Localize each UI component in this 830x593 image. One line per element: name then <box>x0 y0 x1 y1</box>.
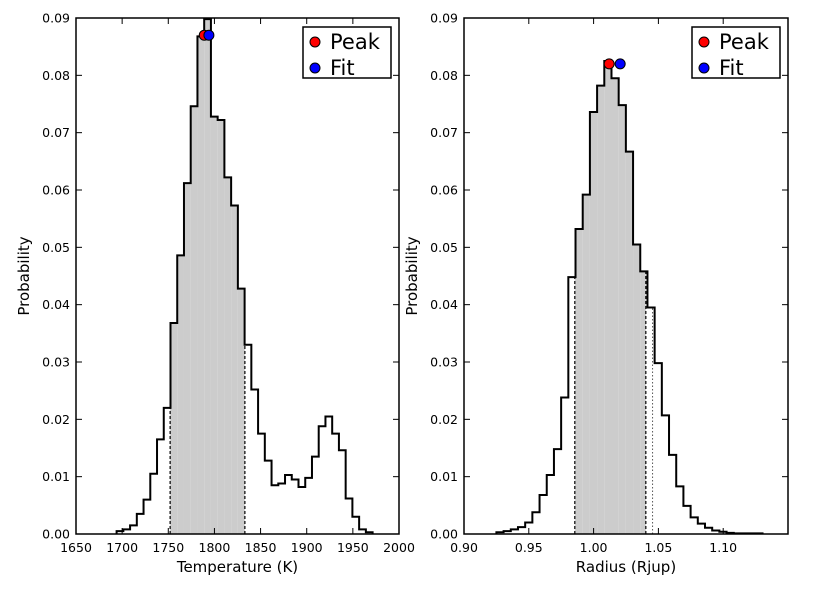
y-tick-label: 0.02 <box>42 412 70 427</box>
shaded-bar <box>190 106 198 534</box>
shaded-bar <box>574 277 576 534</box>
y-tick-label: 0.08 <box>430 68 458 83</box>
y-tick-label: 0.07 <box>430 125 458 140</box>
shaded-bar <box>183 183 191 534</box>
y-tick-label: 0.06 <box>42 183 70 198</box>
x-tick-label: 1950 <box>337 540 369 555</box>
shaded-bar <box>177 255 184 535</box>
y-tick-label: 0.00 <box>430 527 458 542</box>
temperature-panel: 0.00 0.01 0.02 0.03 0.04 0.05 0.06 0.07 0.08 0.09… <box>15 11 415 577</box>
fit-marker <box>203 29 215 41</box>
x-tick-label: 1.00 <box>580 540 608 555</box>
shaded-bar <box>589 112 598 534</box>
x-tick-label: 1700 <box>106 540 138 555</box>
x-axis-label: Temperature (K) <box>176 558 298 576</box>
y-tick-label: 0.08 <box>42 68 70 83</box>
x-tick-label: 0.90 <box>450 540 478 555</box>
y-tick-label: 0.05 <box>430 240 458 255</box>
shaded-bar <box>618 105 626 534</box>
peak-marker <box>603 58 615 70</box>
y-tick-label: 0.09 <box>42 11 70 26</box>
x-tick-label: 1.05 <box>644 540 672 555</box>
legend-fit-label: Fit <box>330 56 355 80</box>
y-tick-label: 0.05 <box>42 240 70 255</box>
x-tick-label: 1.10 <box>709 540 737 555</box>
shaded-bar <box>625 151 634 534</box>
legend-fit-label: Fit <box>719 56 744 80</box>
y-tick-label: 0.09 <box>430 11 458 26</box>
legend-peak-label: Peak <box>719 30 770 54</box>
legend-peak-label: Peak <box>330 30 381 54</box>
x-tick-label: 1650 <box>60 540 92 555</box>
y-tick-label: 0.02 <box>430 412 458 427</box>
shaded-bar <box>604 61 612 534</box>
axes-frame <box>75 17 400 535</box>
histogram-outline <box>495 60 764 535</box>
x-tick-label: 1850 <box>245 540 277 555</box>
y-axis-label: Probability <box>15 236 33 315</box>
fit-marker <box>614 58 626 70</box>
y-tick-label: 0.01 <box>430 469 458 484</box>
histogram-outline <box>115 18 374 534</box>
shaded-bar <box>210 116 218 534</box>
y-tick-label: 0.04 <box>42 297 70 312</box>
y-tick-label: 0.03 <box>430 355 458 370</box>
legend-box <box>691 26 781 79</box>
shaded-bar <box>224 177 232 535</box>
shaded-bar <box>217 120 225 534</box>
shaded-bar <box>237 288 245 534</box>
shaded-bar <box>633 244 641 534</box>
y-tick-label: 0.03 <box>42 355 70 370</box>
y-tick-label: 0.04 <box>430 297 458 312</box>
shaded-bar <box>575 228 583 534</box>
x-axis-label: Radius (Rjup) <box>576 558 676 576</box>
shaded-bar <box>197 36 205 534</box>
x-tick-label: 1800 <box>199 540 231 555</box>
shaded-bar <box>170 323 178 534</box>
y-tick-label: 0.06 <box>430 183 458 198</box>
y-tick-label: 0.00 <box>42 527 70 542</box>
y-tick-label: 0.01 <box>42 469 70 484</box>
shaded-bar <box>640 271 646 534</box>
shaded-bar <box>582 194 590 534</box>
shaded-bar <box>611 78 619 534</box>
y-tick-label: 0.07 <box>42 125 70 140</box>
radius-panel: 0.00 0.01 0.02 0.03 0.04 0.05 0.06 0.07 0.08 0.09… <box>403 11 789 576</box>
shaded-bar <box>231 205 238 535</box>
x-tick-label: 1750 <box>152 540 184 555</box>
x-tick-label: 0.95 <box>515 540 543 555</box>
shaded-bar <box>597 85 605 535</box>
legend-fit-marker <box>698 62 710 74</box>
x-tick-label: 2000 <box>383 540 415 555</box>
y-axis-label: Probability <box>403 236 421 315</box>
legend-peak-marker <box>698 36 710 48</box>
x-tick-label: 1900 <box>291 540 323 555</box>
shaded-bar <box>204 19 211 534</box>
legend-fit-marker <box>309 62 321 74</box>
legend-peak-marker <box>309 36 321 48</box>
axes-frame <box>463 17 789 535</box>
